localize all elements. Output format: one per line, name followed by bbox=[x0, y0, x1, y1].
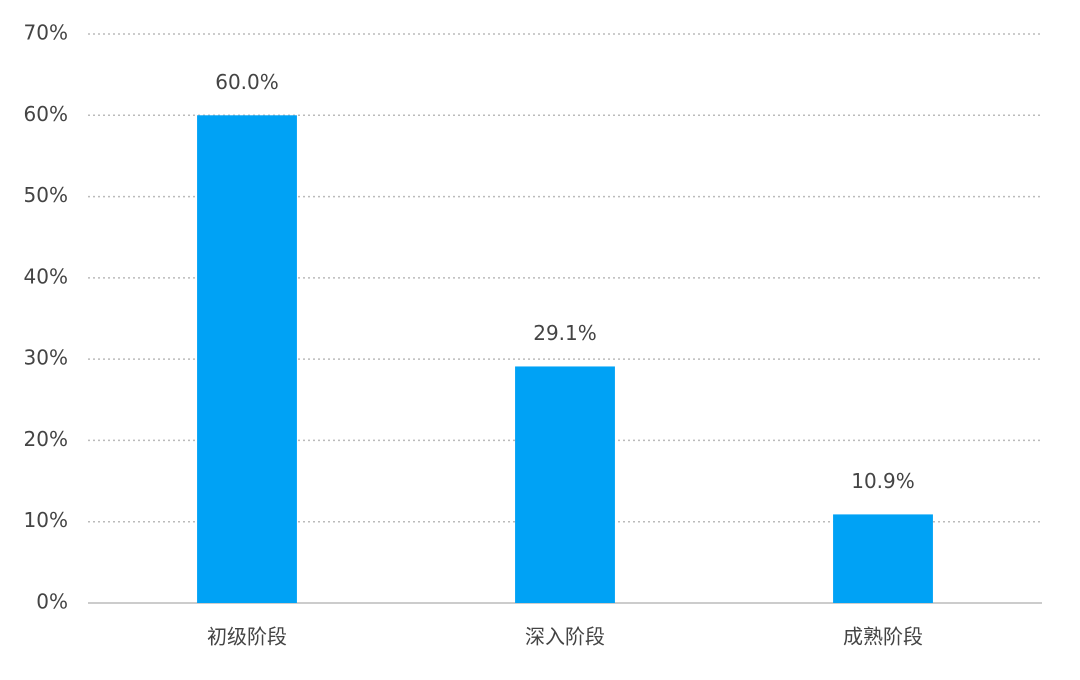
bar bbox=[515, 366, 615, 603]
bar bbox=[833, 514, 933, 603]
value-label: 60.0% bbox=[215, 70, 279, 94]
x-tick-label: 深入阶段 bbox=[525, 625, 605, 649]
y-tick-label: 10% bbox=[24, 508, 68, 532]
y-tick-label: 0% bbox=[36, 590, 68, 614]
bar bbox=[197, 115, 297, 604]
y-tick-label: 40% bbox=[24, 264, 68, 288]
y-tick-label: 20% bbox=[24, 427, 68, 451]
y-tick-label: 70% bbox=[24, 21, 68, 45]
value-label: 10.9% bbox=[851, 469, 915, 493]
y-tick-label: 50% bbox=[24, 183, 68, 207]
x-tick-label: 初级阶段 bbox=[207, 625, 287, 649]
y-tick-label: 60% bbox=[24, 102, 68, 126]
value-label: 29.1% bbox=[533, 321, 597, 345]
x-tick-label: 成熟阶段 bbox=[843, 625, 923, 649]
y-tick-label: 30% bbox=[24, 346, 68, 370]
